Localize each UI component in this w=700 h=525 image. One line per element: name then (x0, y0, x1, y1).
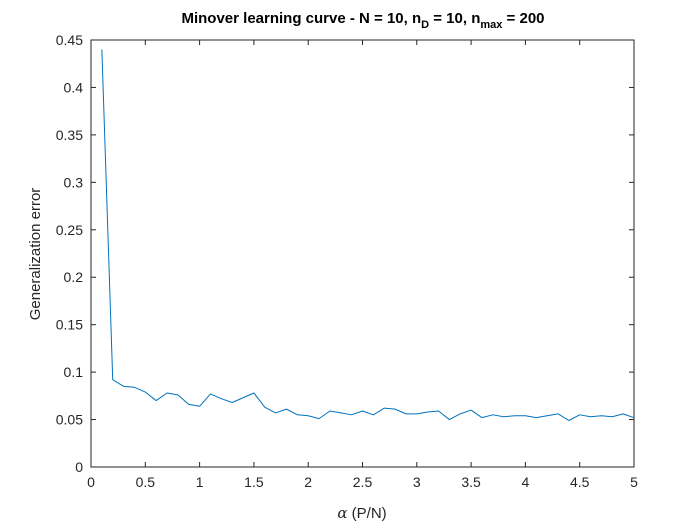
x-tick-label: 1 (196, 474, 204, 490)
y-tick-label: 0.05 (56, 412, 83, 428)
chart-title: Minover learning curve - N = 10, nD = 10… (181, 10, 544, 31)
x-tick-label: 0.5 (136, 474, 156, 490)
x-tick-label: 3.5 (461, 474, 481, 490)
y-tick-label: 0.25 (56, 222, 83, 238)
x-tick-label: 4.5 (570, 474, 590, 490)
y-tick-label: 0.2 (64, 269, 84, 285)
plot-area: 0 0.5 1 1.5 2 2.5 3 3.5 4 4.5 5 0 0.05 0.1 0.15 0.2 0.25… (56, 32, 638, 490)
y-tick-label: 0.15 (56, 317, 83, 333)
x-tick-label: 1.5 (244, 474, 264, 490)
y-tick-label: 0.35 (56, 127, 83, 143)
x-tick-label: 2 (304, 474, 312, 490)
y-tick-label: 0.4 (64, 79, 84, 95)
y-tick-label: 0 (75, 459, 83, 475)
x-tick-label: 2.5 (353, 474, 373, 490)
x-tick-label: 5 (630, 474, 638, 490)
y-axis-label: Generalization error (27, 188, 44, 321)
x-tick-label: 0 (87, 474, 95, 490)
x-tick-label: 3 (413, 474, 421, 490)
y-tick-label: 0.1 (64, 364, 84, 380)
x-axis-label: α (P/N) (337, 504, 386, 522)
x-tick-label: 4 (522, 474, 530, 490)
y-tick-label: 0.45 (56, 32, 83, 48)
series-line-0 (101, 49, 635, 421)
y-tick-label: 0.3 (64, 174, 84, 190)
axes-box (90, 39, 635, 468)
